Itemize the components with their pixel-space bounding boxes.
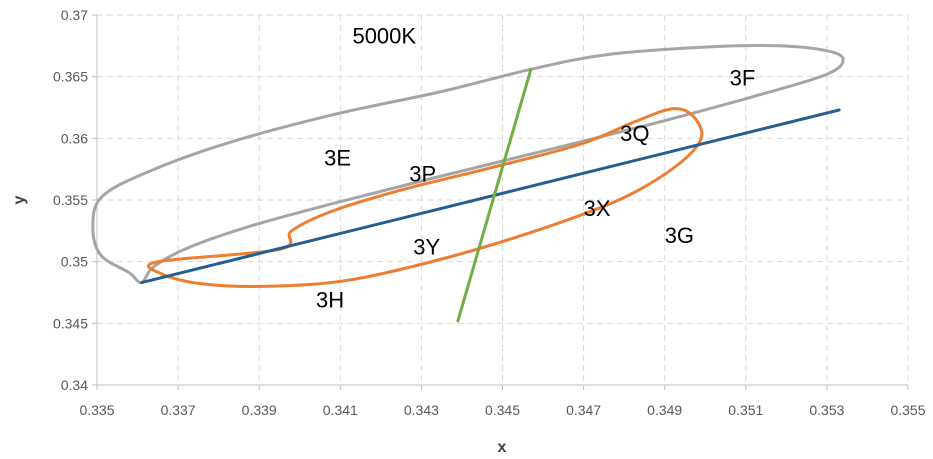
- x-tick-label: 0.337: [161, 402, 196, 418]
- annotation-label: 3X: [584, 196, 611, 221]
- annotation-label: 5000K: [352, 23, 416, 48]
- x-tick-label: 0.351: [728, 402, 763, 418]
- annotations: 5000K 3E 3P 3Q 3F 3X 3G 3Y 3H: [316, 23, 755, 312]
- y-tick-label: 0.37: [61, 7, 88, 23]
- y-tick-label: 0.35: [61, 254, 88, 270]
- grid: [97, 14, 909, 385]
- annotation-label: 3Q: [620, 121, 649, 146]
- x-tick-label: 0.347: [566, 402, 601, 418]
- y-tick-label: 0.34: [61, 377, 88, 393]
- annotation-label: 3P: [409, 162, 436, 187]
- annotation-label: 3Y: [413, 234, 440, 259]
- y-tick-label: 0.355: [53, 192, 88, 208]
- x-tick-label: 0.353: [809, 402, 844, 418]
- y-tick-label: 0.365: [53, 69, 88, 85]
- y-tick-label: 0.345: [53, 315, 88, 331]
- x-axis-title: x: [498, 439, 507, 456]
- y-axis-title: y: [11, 195, 28, 204]
- series-layer: [91, 44, 845, 323]
- x-tick-label: 0.339: [242, 402, 277, 418]
- y-tick-labels: 0.34 0.345 0.35 0.355 0.36 0.365 0.37: [53, 7, 88, 393]
- annotation-label: 3E: [324, 145, 351, 170]
- annotation-label: 3G: [665, 223, 694, 248]
- x-tick-label: 0.355: [890, 402, 925, 418]
- x-tick-labels: 0.335 0.337 0.339 0.341 0.343 0.345 0.347 0.349…: [79, 402, 925, 418]
- axes: [92, 14, 909, 390]
- x-tick-label: 0.335: [79, 402, 114, 418]
- annotation-label: 3F: [730, 65, 756, 90]
- major-axis-line: [140, 108, 841, 285]
- x-tick-label: 0.345: [485, 402, 520, 418]
- outer-ellipse: [91, 44, 845, 285]
- y-tick-label: 0.36: [61, 130, 88, 146]
- x-tick-label: 0.341: [323, 402, 358, 418]
- inner-ellipse: [147, 107, 704, 289]
- annotation-label: 3H: [316, 287, 344, 312]
- x-tick-label: 0.349: [647, 402, 682, 418]
- x-tick-label: 0.343: [404, 402, 439, 418]
- minor-axis-line: [456, 67, 533, 323]
